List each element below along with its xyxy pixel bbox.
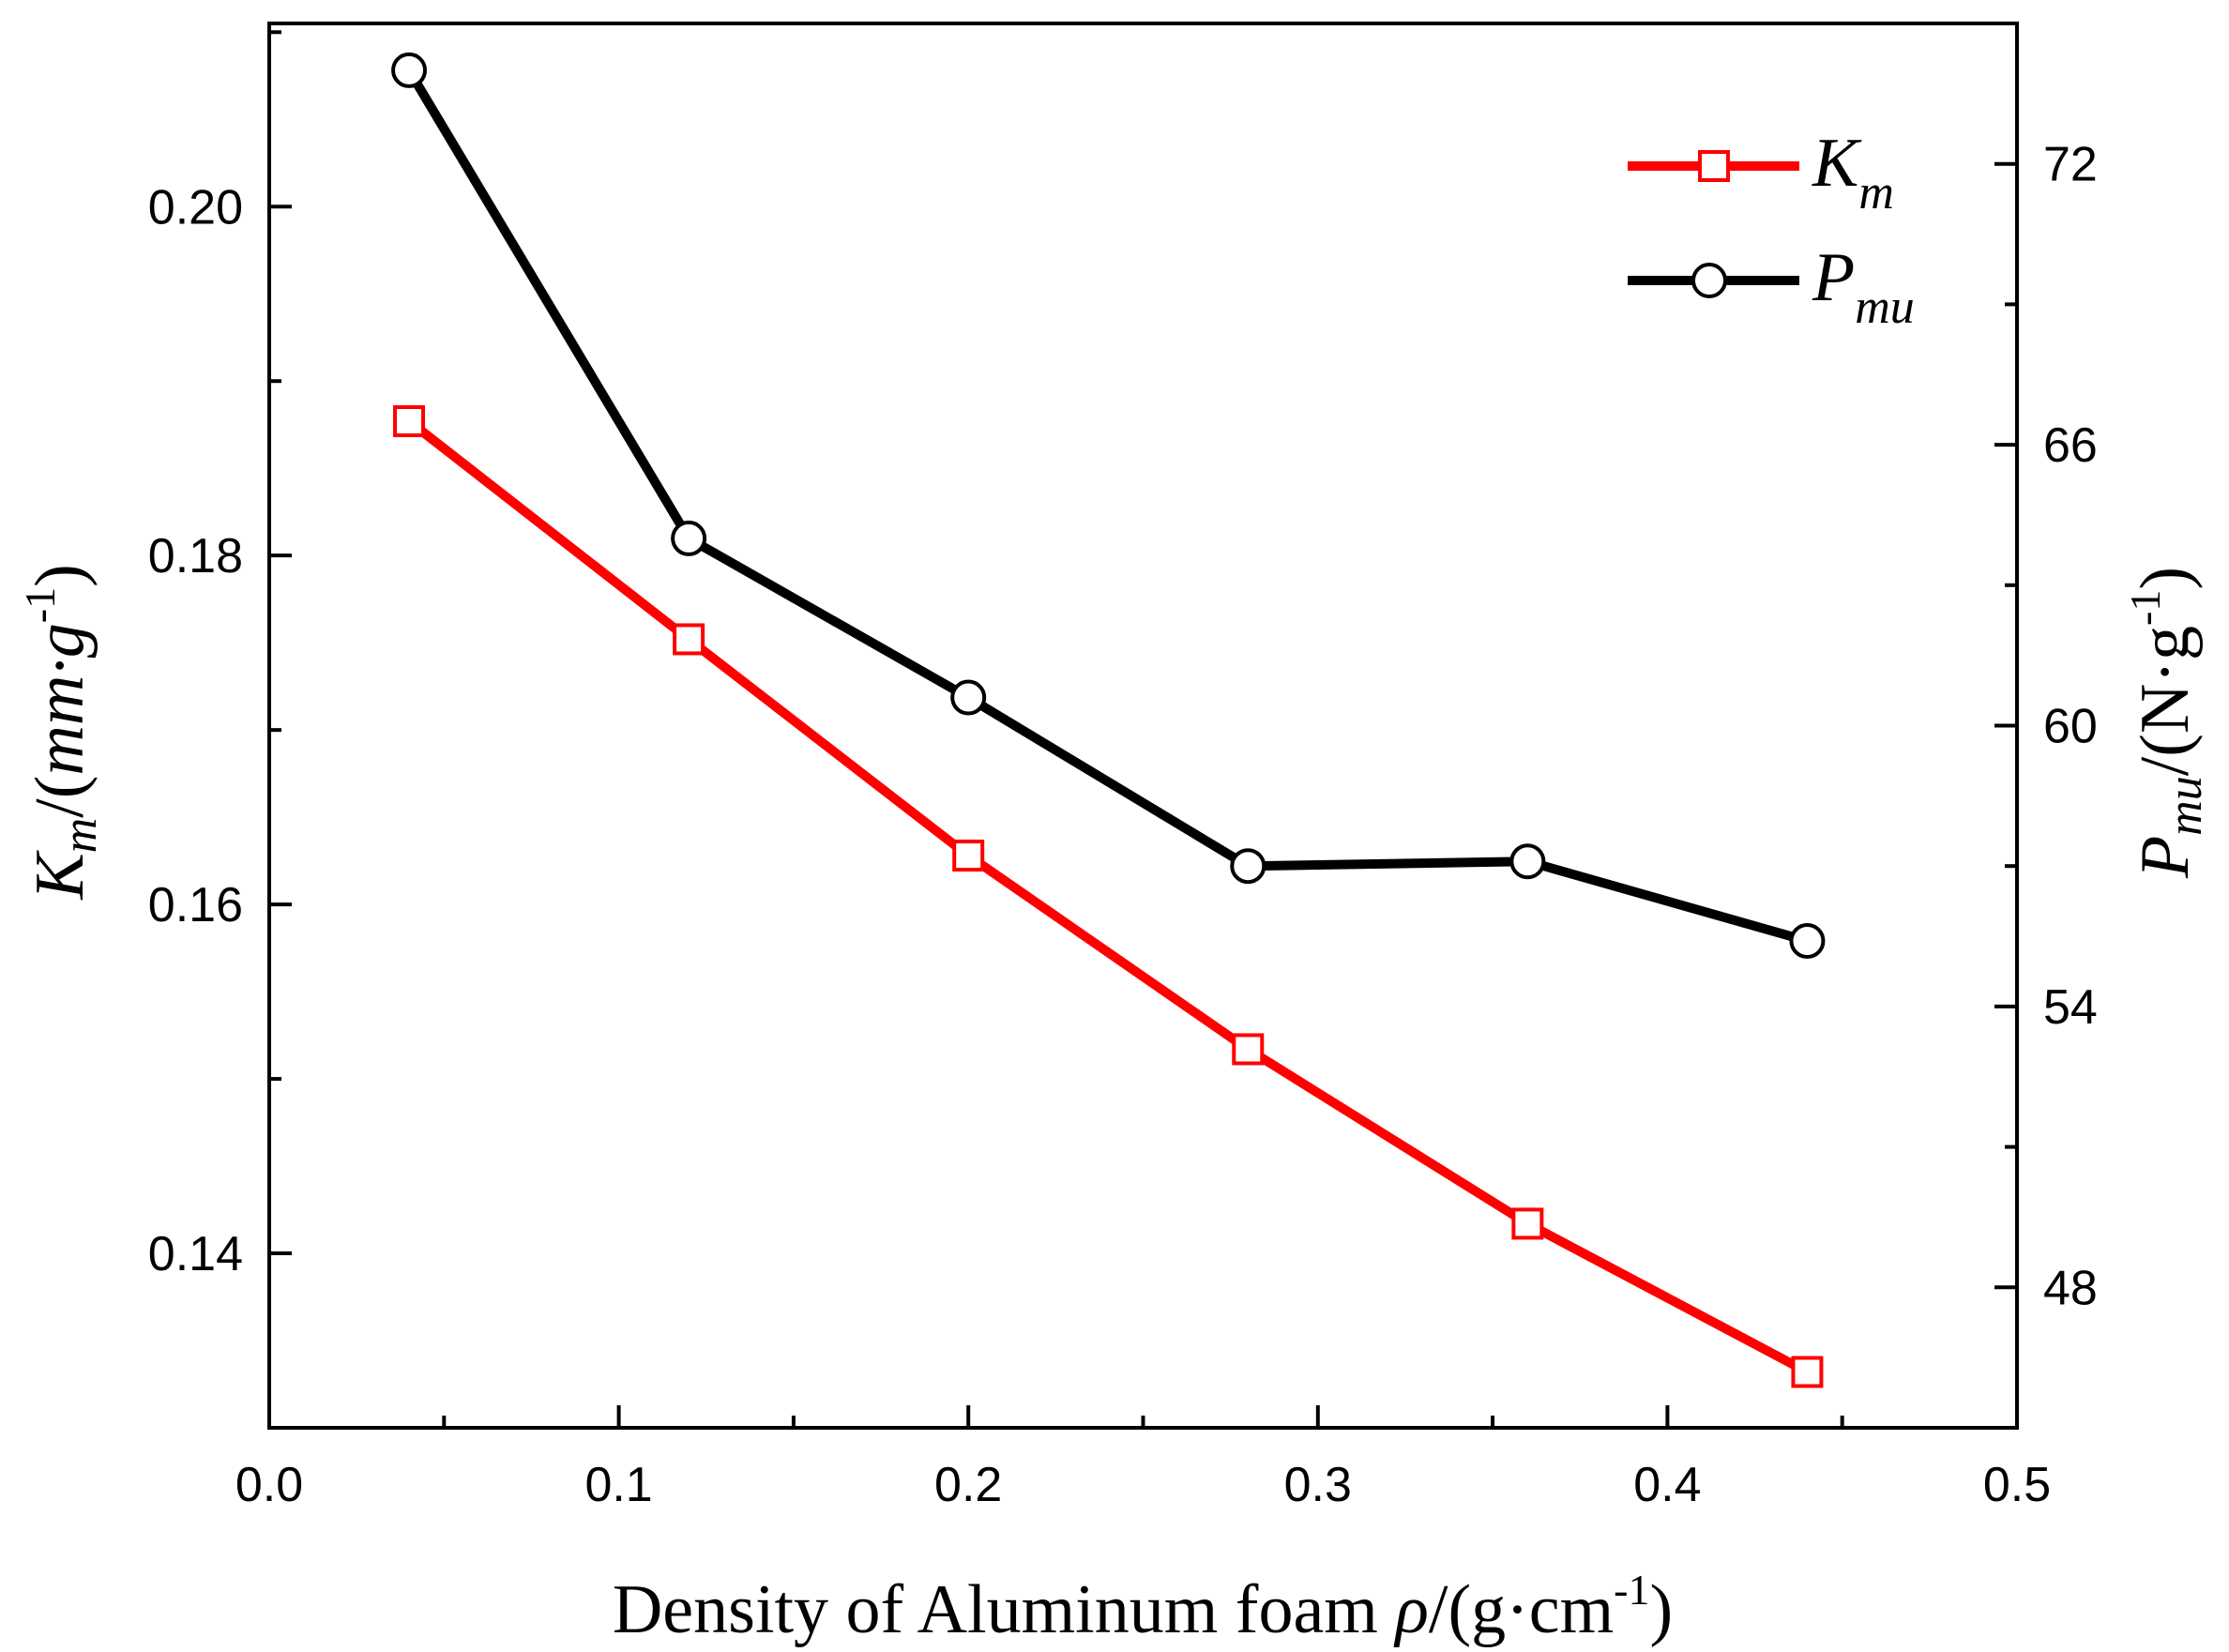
data-point-km (673, 623, 705, 656)
y-right-tick-label: 66 (2043, 418, 2098, 473)
data-point-pmu (1789, 923, 1826, 960)
data-point-km (1791, 1356, 1824, 1388)
data-point-pmu (671, 520, 707, 556)
y-left-tick-label: 0.14 (148, 1227, 243, 1281)
data-point-pmu (950, 679, 987, 716)
data-point-pmu (1230, 848, 1266, 885)
legend-km-label: Km (1812, 125, 1894, 220)
data-point-km (393, 404, 426, 437)
data-point-pmu (391, 52, 428, 88)
data-point-km (952, 840, 985, 872)
legend-item-pmu: Pmu (1628, 239, 1915, 334)
legend-pmu-label: Pmu (1812, 239, 1915, 334)
legend-pmu-circle-marker (1691, 263, 1727, 298)
legend-km-square-marker (1698, 150, 1730, 182)
axis-ticks (267, 22, 2019, 1430)
legend-item-km: Km (1628, 125, 1894, 220)
y-right-tick-label: 60 (2043, 700, 2098, 754)
y-left-tick-label: 0.16 (148, 878, 243, 932)
series-group (391, 52, 1826, 1388)
x-tick-label: 0.2 (934, 1458, 1002, 1512)
y-right-tick-label: 54 (2043, 980, 2098, 1035)
x-tick-label: 0.4 (1633, 1458, 1701, 1512)
x-tick-label: 0.1 (584, 1458, 652, 1512)
x-axis-title: Density of Aluminum foam ρ/(g·cm-1) (613, 1566, 1673, 1648)
data-point-km (1232, 1033, 1265, 1066)
plot-frame (267, 22, 2019, 1430)
series-line-km (405, 417, 1810, 1376)
x-tick-label: 0.0 (235, 1458, 303, 1512)
data-point-pmu (1509, 843, 1546, 880)
series-line-pmu (404, 68, 1809, 946)
y-left-tick-label: 0.18 (148, 529, 243, 584)
legend: Km Pmu (1628, 125, 1915, 334)
axis-tick-labels: 0.0 0.1 0.2 0.3 0.4 0.5 0.14 0.16 0.18 0.20 48 54 60… (148, 138, 2098, 1512)
data-point-km (1511, 1207, 1544, 1240)
x-tick-label: 0.5 (1983, 1458, 2051, 1512)
y-right-tick-label: 72 (2043, 138, 2098, 192)
y-right-tick-label: 48 (2043, 1261, 2098, 1315)
y-axis-left-title: Km/(mm·g-1) (16, 564, 107, 901)
y-left-tick-label: 0.20 (148, 180, 243, 235)
y-axis-right-title: Pmu/(N·g-1) (2121, 567, 2212, 879)
x-tick-label: 0.3 (1284, 1458, 1352, 1512)
